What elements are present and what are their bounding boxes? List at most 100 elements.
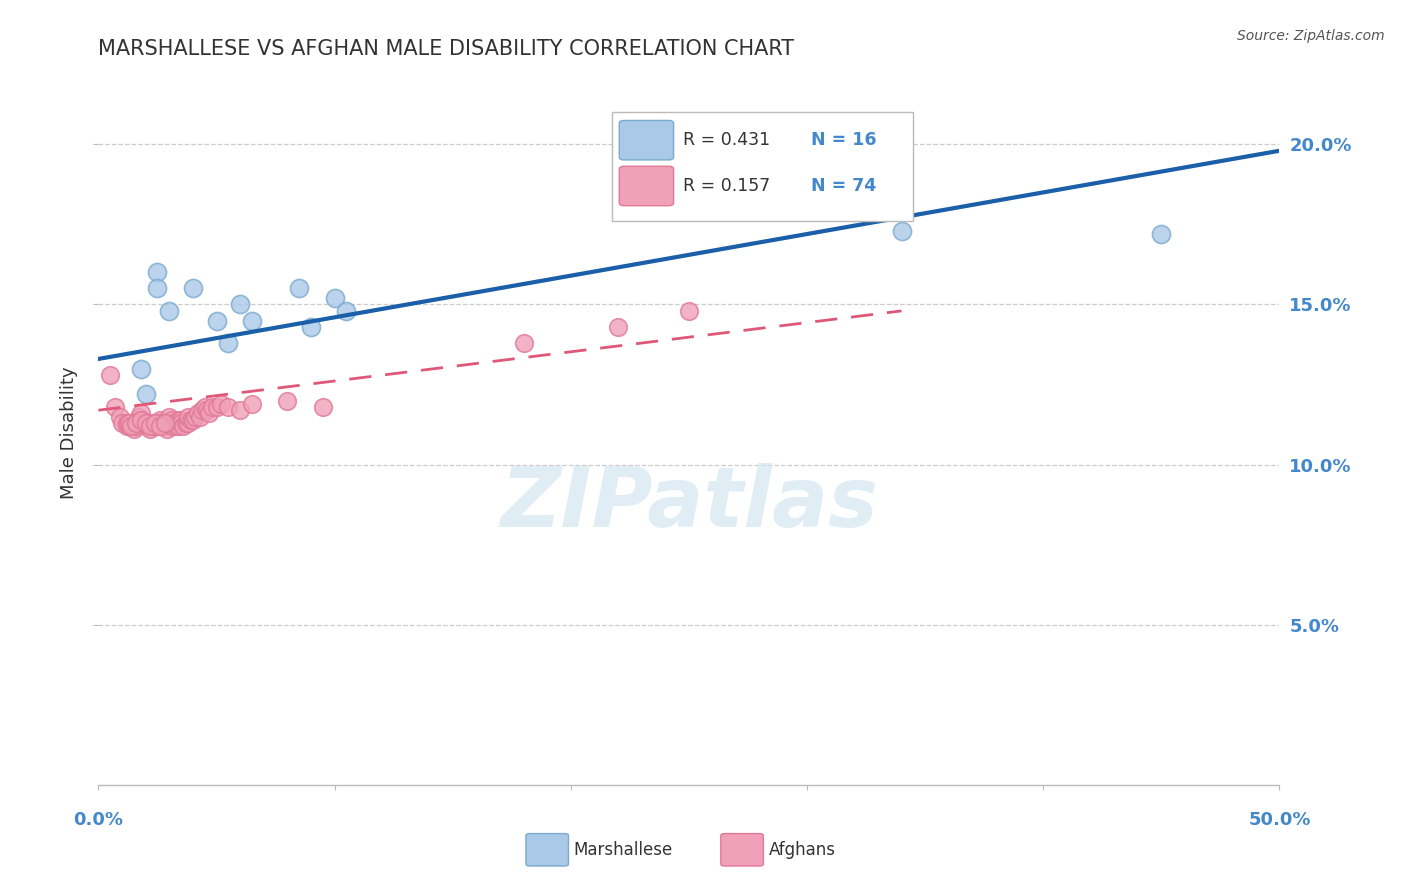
Point: [122, 422, 145, 436]
Point: [153, 419, 176, 434]
Point: [229, 403, 252, 417]
Point: [129, 413, 152, 427]
Point: [180, 413, 202, 427]
Point: [121, 419, 143, 434]
Point: [217, 400, 239, 414]
Point: [181, 413, 204, 427]
Point: [198, 406, 221, 420]
Point: [170, 413, 193, 427]
Point: [167, 419, 190, 434]
Point: [129, 413, 152, 427]
Point: [229, 297, 252, 311]
Point: [890, 224, 912, 238]
Point: [146, 281, 169, 295]
Text: N = 74: N = 74: [811, 177, 876, 195]
Point: [205, 313, 228, 327]
Point: [135, 416, 157, 430]
Point: [115, 419, 138, 434]
Point: [153, 416, 176, 430]
Point: [217, 335, 239, 350]
Point: [125, 416, 148, 430]
Point: [177, 416, 200, 430]
Point: [184, 409, 207, 424]
Point: [149, 413, 172, 427]
Point: [163, 416, 186, 430]
Point: [195, 403, 218, 417]
Text: R = 0.431: R = 0.431: [683, 131, 770, 149]
Point: [146, 416, 169, 430]
Point: [132, 416, 155, 430]
Point: [153, 416, 176, 430]
Point: [156, 422, 179, 436]
Point: [128, 409, 150, 424]
Point: [125, 419, 148, 434]
Point: [139, 422, 162, 436]
Text: 0.0%: 0.0%: [73, 811, 124, 829]
Text: Afghans: Afghans: [769, 841, 837, 859]
Point: [299, 320, 322, 334]
Point: [177, 409, 200, 424]
Point: [143, 416, 166, 430]
Point: [165, 419, 187, 434]
Point: [172, 419, 194, 434]
Text: Marshallese: Marshallese: [574, 841, 672, 859]
Point: [104, 400, 127, 414]
Point: [157, 304, 180, 318]
Point: [335, 304, 357, 318]
Text: N = 16: N = 16: [811, 131, 876, 149]
Point: [135, 416, 157, 430]
Point: [143, 419, 166, 434]
Point: [146, 265, 169, 279]
Point: [201, 400, 224, 414]
Point: [146, 419, 169, 434]
Point: [181, 281, 204, 295]
Point: [240, 397, 263, 411]
Point: [160, 413, 183, 427]
Point: [288, 281, 311, 295]
Text: 50.0%: 50.0%: [1249, 811, 1310, 829]
Point: [142, 419, 165, 434]
Point: [111, 416, 134, 430]
Point: [191, 403, 214, 417]
Point: [149, 419, 172, 434]
Point: [139, 416, 162, 430]
Point: [209, 397, 232, 411]
Point: [205, 400, 228, 414]
Point: [98, 368, 121, 382]
Point: [129, 406, 152, 420]
Point: [276, 393, 298, 408]
Point: [160, 419, 183, 434]
Text: Source: ZipAtlas.com: Source: ZipAtlas.com: [1237, 29, 1385, 43]
Point: [312, 400, 335, 414]
FancyBboxPatch shape: [619, 120, 673, 160]
Point: [188, 409, 211, 424]
Y-axis label: Male Disability: Male Disability: [59, 367, 77, 499]
Point: [150, 416, 173, 430]
Point: [678, 304, 700, 318]
Point: [323, 291, 346, 305]
Point: [149, 419, 172, 434]
Text: R = 0.157: R = 0.157: [683, 177, 770, 195]
Point: [512, 335, 534, 350]
Point: [108, 409, 131, 424]
Point: [122, 419, 145, 434]
Point: [135, 387, 157, 401]
Point: [194, 400, 217, 414]
Point: [1150, 227, 1173, 241]
Point: [118, 416, 141, 430]
FancyBboxPatch shape: [612, 112, 914, 221]
Text: MARSHALLESE VS AFGHAN MALE DISABILITY CORRELATION CHART: MARSHALLESE VS AFGHAN MALE DISABILITY CO…: [98, 39, 794, 59]
Point: [129, 361, 152, 376]
Point: [115, 416, 138, 430]
Point: [165, 416, 187, 430]
Point: [174, 416, 197, 430]
FancyBboxPatch shape: [526, 834, 568, 866]
Point: [136, 419, 159, 434]
Point: [607, 320, 630, 334]
Point: [125, 416, 148, 430]
Point: [157, 416, 180, 430]
FancyBboxPatch shape: [721, 834, 763, 866]
Point: [118, 419, 141, 434]
Point: [170, 416, 193, 430]
FancyBboxPatch shape: [619, 166, 673, 206]
